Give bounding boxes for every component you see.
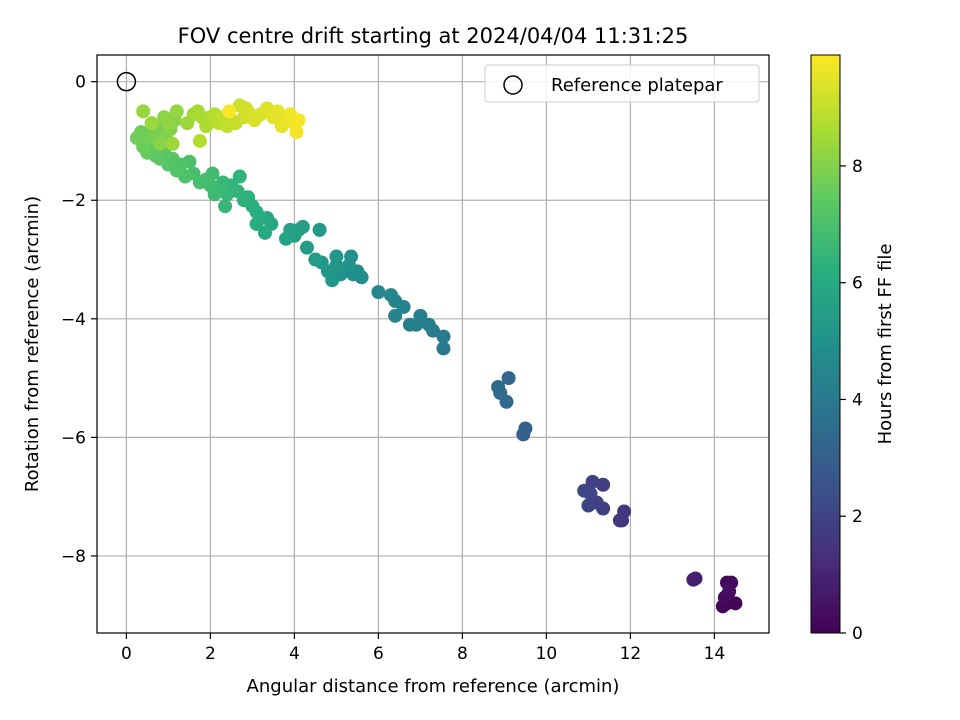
data-point	[688, 571, 703, 586]
colorbar-ticks: 0 2 4 6 8	[840, 157, 863, 644]
x-axis-ticks: 0 2 4 6 8 10 12 14	[121, 633, 725, 664]
data-point	[728, 596, 743, 611]
data-point	[384, 288, 398, 303]
reference-platepar-marker	[116, 71, 137, 92]
data-point	[270, 104, 285, 119]
data-point	[136, 104, 151, 119]
colorbar-tick-label: 6	[852, 274, 863, 294]
grid	[97, 55, 769, 633]
x-tick-label: 6	[373, 644, 384, 664]
legend-marker-reference	[503, 75, 523, 95]
x-tick-label: 10	[536, 644, 558, 664]
y-tick-label: 0	[75, 73, 86, 93]
plot-background	[97, 55, 769, 633]
data-point	[436, 329, 451, 344]
colorbar-gradient	[810, 54, 841, 634]
legend-box	[484, 64, 760, 103]
y-tick-label: −6	[61, 428, 86, 448]
legend-label-reference: Reference platepar	[551, 75, 723, 96]
x-axis-label: Angular distance from reference (arcmin)	[247, 676, 620, 697]
data-point	[258, 225, 272, 240]
colorbar-tick-label: 8	[852, 157, 863, 177]
data-point	[232, 169, 247, 184]
colorbar-tick-label: 2	[852, 507, 863, 527]
data-point	[577, 483, 592, 498]
x-tick-label: 12	[620, 644, 642, 664]
data-point	[596, 477, 611, 492]
data-point	[218, 199, 233, 214]
data-point	[169, 104, 184, 119]
data-point	[289, 125, 304, 140]
data-point	[516, 427, 531, 442]
data-point	[612, 513, 627, 528]
y-axis-ticks: 0 −2 −4 −6 −8	[61, 73, 97, 567]
data-point	[329, 249, 344, 264]
colorbar: 0 2 4 6 8 Hours from first FF file	[810, 54, 896, 644]
data-point	[585, 474, 600, 489]
colorbar-tick-label: 0	[852, 624, 863, 644]
data-point	[342, 258, 356, 273]
data-point	[192, 133, 207, 148]
chart-title: FOV centre drift starting at 2024/04/04 …	[178, 24, 689, 48]
data-point	[388, 308, 403, 323]
data-point	[300, 240, 314, 255]
colorbar-tick-label: 4	[852, 390, 863, 410]
y-tick-label: −4	[61, 310, 86, 330]
y-tick-label: −8	[61, 547, 86, 567]
x-tick-label: 14	[704, 644, 726, 664]
data-point	[279, 231, 293, 246]
data-point	[371, 285, 386, 300]
data-point	[722, 584, 737, 599]
plot-frame	[96, 54, 770, 634]
data-point	[153, 136, 167, 151]
x-tick-label: 0	[121, 644, 132, 664]
legend: Reference platepar	[484, 64, 760, 103]
colorbar-label: Hours from first FF file	[875, 244, 896, 445]
x-tick-label: 4	[289, 644, 300, 664]
data-point	[436, 341, 451, 356]
data-point	[222, 104, 237, 119]
data-point	[312, 222, 327, 237]
data-point	[491, 379, 506, 394]
data-point	[308, 252, 323, 267]
x-tick-label: 8	[457, 644, 468, 664]
data-point	[501, 371, 516, 386]
data-point	[402, 317, 417, 332]
data-point	[144, 116, 159, 131]
data-points	[129, 98, 743, 614]
data-point	[291, 113, 306, 128]
y-axis-label: Rotation from reference (arcmin)	[22, 196, 43, 492]
x-tick-label: 2	[205, 644, 216, 664]
y-tick-label: −2	[61, 191, 86, 211]
data-point	[161, 116, 176, 131]
data-point	[249, 216, 264, 231]
data-point	[421, 317, 436, 332]
data-point	[129, 130, 144, 145]
data-point	[581, 498, 596, 513]
data-point	[165, 136, 180, 151]
